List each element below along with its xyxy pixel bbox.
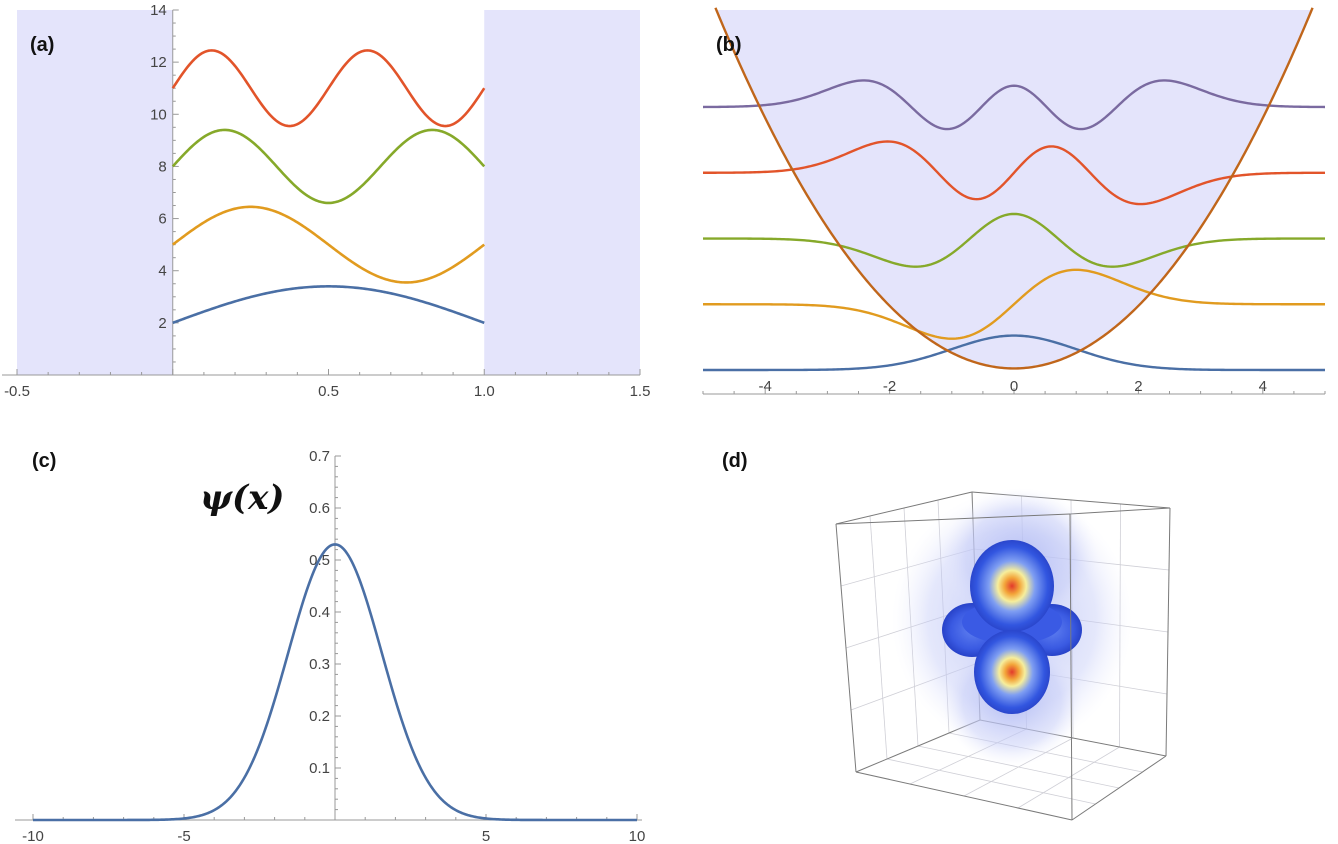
chart-a: -0.5 0.5 1.0 1.5 2 4 6 8 10 12 14 <box>2 2 651 400</box>
panel-b: -4 -2 0 2 4 (b) <box>700 0 1338 405</box>
panel-c: -10 -5 5 10 0.1 0.2 0.3 0.4 0.5 0.6 0.7 (c) ψ(x) <box>0 440 660 844</box>
panel-d: (d) <box>700 440 1338 844</box>
y-tick-label: 0.1 <box>309 760 330 777</box>
x-tick-label: -4 <box>759 378 772 395</box>
panel-a: -0.5 0.5 1.0 1.5 2 4 6 8 10 12 14 (a) <box>0 0 660 405</box>
y-tick-label: 6 <box>158 211 166 228</box>
y-tick-label: 0.6 <box>309 500 330 517</box>
box-edge <box>835 491 973 525</box>
panel-label-a: (a) <box>30 34 55 56</box>
panel-label-b: (b) <box>716 34 742 56</box>
upper-lobe <box>970 540 1054 632</box>
box-grid-line <box>1017 746 1120 809</box>
y-tick-label: 0.4 <box>309 604 330 621</box>
series-line-n1 <box>703 268 1325 340</box>
box-edge <box>835 513 1071 525</box>
shaded-forbidden-region <box>703 10 1325 369</box>
y-tick-label: 4 <box>158 263 166 280</box>
x-tick-label: 4 <box>1259 378 1267 395</box>
x-tick-label: 1.5 <box>630 383 651 400</box>
gaussian-curve <box>33 543 637 822</box>
y-tick-label: 2 <box>158 315 166 332</box>
x-tick-label: 10 <box>629 828 646 844</box>
potential-curve <box>714 7 1314 370</box>
panel-label-c: (c) <box>32 450 57 472</box>
x-tick-label: 1.0 <box>474 383 495 400</box>
x-tick-label: 0.5 <box>318 383 339 400</box>
y-tick-label: 0.7 <box>309 448 330 465</box>
y-tick-label: 10 <box>150 106 167 123</box>
orbital-3d-render <box>835 488 1171 821</box>
y-axis-label-psi: ψ(x) <box>200 478 285 518</box>
series-line-n4 <box>702 79 1326 131</box>
y-tick-label: 0.2 <box>309 708 330 725</box>
series-line-n2 <box>171 205 486 284</box>
series-line-n3 <box>703 140 1326 206</box>
x-tick-label: 2 <box>1134 378 1142 395</box>
series-line-n0 <box>703 334 1325 372</box>
chart-b: -4 -2 0 2 4 <box>702 7 1326 395</box>
box-edge <box>1071 755 1167 821</box>
shaded-region-0 <box>17 10 173 375</box>
y-tick-label: 14 <box>150 2 167 19</box>
series-line-n4 <box>171 49 486 128</box>
box-edge <box>835 523 857 773</box>
x-tick-label: -10 <box>22 828 44 844</box>
x-tick-label: 0 <box>1010 378 1018 395</box>
panel-label-d: (d) <box>722 450 748 472</box>
y-tick-label: 0.3 <box>309 656 330 673</box>
chart-c: -10 -5 5 100.10.20.30.40.50.60.7 <box>15 448 646 844</box>
box-edge <box>855 771 1073 821</box>
lower-lobe <box>974 630 1050 714</box>
box-edge <box>1069 507 1171 515</box>
x-tick-label: -0.5 <box>4 383 30 400</box>
x-tick-label: -5 <box>177 828 190 844</box>
series-line-n1 <box>172 285 485 325</box>
box-edge <box>1069 513 1073 821</box>
x-tick-label: -2 <box>883 378 896 395</box>
x-tick-label: 5 <box>482 828 490 844</box>
shaded-region-1 <box>484 10 640 375</box>
y-tick-label: 8 <box>158 158 166 175</box>
series-line-n2 <box>703 212 1325 268</box>
y-tick-label: 12 <box>150 54 167 71</box>
series-line-n3 <box>171 128 486 205</box>
box-edge <box>1165 507 1171 757</box>
